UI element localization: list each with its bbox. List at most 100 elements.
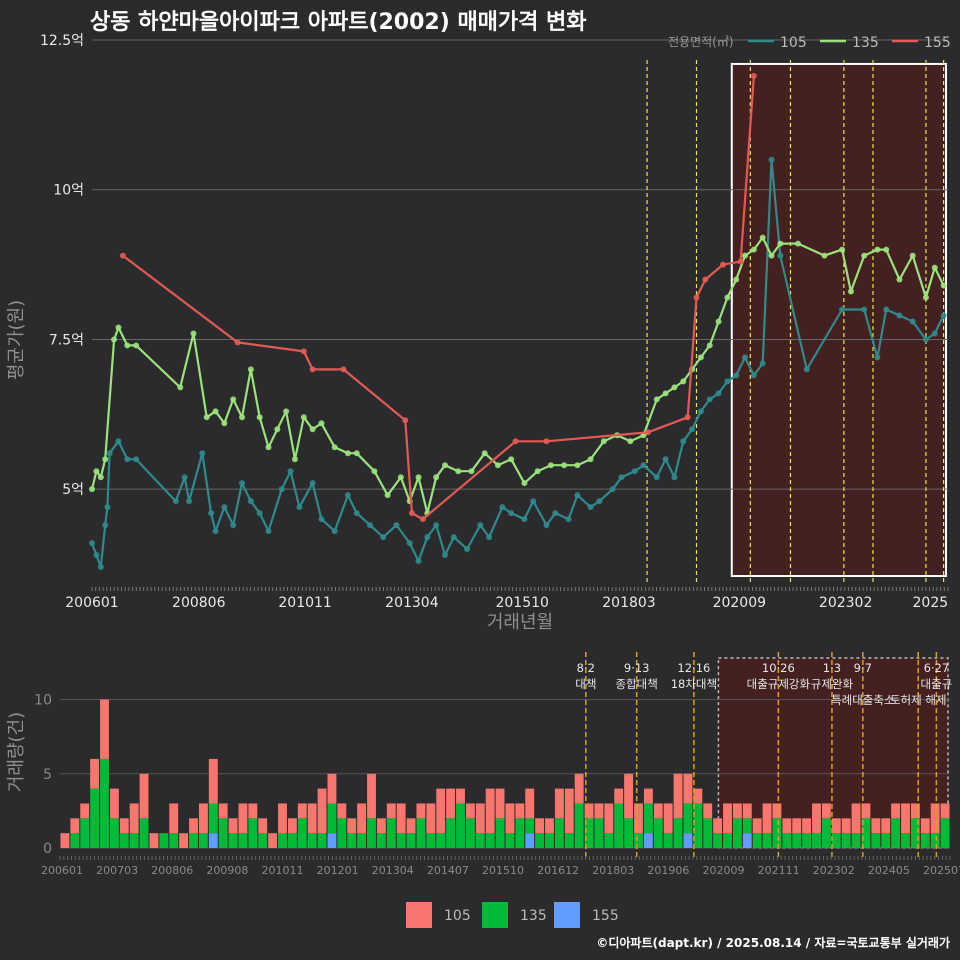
volume-bar-135 bbox=[554, 818, 564, 848]
volume-bar-135 bbox=[297, 818, 307, 848]
volume-bar-135 bbox=[841, 833, 851, 848]
data-point-135 bbox=[534, 468, 541, 475]
volume-bar-105 bbox=[910, 803, 920, 819]
volume-bar-105 bbox=[732, 803, 742, 819]
volume-bar-105 bbox=[100, 699, 109, 759]
policy-label: 18차대책 bbox=[671, 677, 717, 691]
volume-bar-105 bbox=[742, 803, 752, 819]
data-point-105 bbox=[406, 540, 413, 547]
data-point-105 bbox=[724, 378, 731, 385]
data-point-105 bbox=[671, 474, 678, 481]
data-point-135 bbox=[896, 276, 903, 283]
policy-date: 9·7 bbox=[854, 661, 872, 675]
volume-bar-135 bbox=[258, 833, 268, 848]
volume-bar-135 bbox=[169, 833, 179, 848]
policy-label: 대출규제강화 bbox=[747, 677, 811, 691]
data-point-135 bbox=[777, 240, 784, 247]
volume-bar-105 bbox=[386, 803, 396, 819]
policy-label: 대책 bbox=[575, 677, 596, 691]
volume-bar-155 bbox=[327, 833, 337, 848]
volume-bar-105 bbox=[376, 818, 386, 834]
policy-label: 규제완화 bbox=[811, 677, 854, 691]
data-point-105 bbox=[587, 504, 594, 511]
data-point-135 bbox=[561, 462, 568, 469]
data-point-105 bbox=[874, 354, 881, 361]
x-tick-label: 2025 bbox=[913, 595, 949, 611]
volume-bar-105 bbox=[426, 803, 436, 834]
volume-bar-105 bbox=[456, 788, 465, 804]
data-point-105 bbox=[265, 528, 272, 535]
data-point-135 bbox=[353, 450, 360, 457]
volume-bar-105 bbox=[139, 773, 149, 819]
data-point-105 bbox=[883, 306, 890, 313]
x-tick-label: 201304 bbox=[385, 595, 439, 611]
x-tick-label: 201510 bbox=[495, 595, 548, 611]
volume-bar-135 bbox=[396, 833, 406, 848]
data-point-135 bbox=[177, 384, 184, 391]
data-point-135 bbox=[742, 252, 749, 259]
volume-bar-105 bbox=[70, 818, 80, 834]
volume-bar-105 bbox=[891, 803, 901, 819]
volume-bar-135 bbox=[920, 833, 930, 848]
data-point-155 bbox=[543, 438, 550, 445]
data-point-135 bbox=[318, 420, 325, 427]
volume-bar-135 bbox=[732, 818, 742, 848]
volume-bar-135 bbox=[723, 833, 732, 848]
policy-label: 대출규 bbox=[921, 677, 953, 691]
policy-label: 특례대출축소 bbox=[831, 693, 894, 707]
data-point-135 bbox=[600, 438, 607, 445]
volume-x-tick-label: 202111 bbox=[758, 864, 800, 877]
data-point-155 bbox=[419, 516, 426, 523]
volume-bar-135 bbox=[436, 833, 446, 848]
volume-bar-135 bbox=[812, 833, 821, 848]
volume-bar-135 bbox=[465, 818, 475, 848]
volume-bar-135 bbox=[109, 818, 119, 848]
data-point-135 bbox=[441, 462, 448, 469]
volume-chart-panel: 0 5 10 8·2 대책 9·13 종합대책 12·16 18차대책 10·26 대출규제강화 1·… bbox=[6, 652, 960, 928]
volume-x-tick-label: 201011 bbox=[262, 864, 304, 877]
data-point-105 bbox=[115, 438, 122, 445]
x-tick-label: 200806 bbox=[172, 595, 226, 611]
volume-bar-135 bbox=[426, 833, 436, 848]
data-point-105 bbox=[543, 522, 550, 529]
data-point-105 bbox=[759, 360, 766, 367]
volume-bar-105 bbox=[337, 803, 347, 819]
data-point-105 bbox=[477, 522, 484, 529]
volume-bar-105 bbox=[821, 803, 831, 819]
volume-bar-105 bbox=[683, 773, 693, 804]
data-point-105 bbox=[742, 354, 749, 361]
policy-label: 토허제 해제 bbox=[890, 693, 947, 707]
volume-bar-105 bbox=[297, 803, 307, 819]
volume-x-tick-label: 200806 bbox=[151, 864, 193, 877]
volume-bar-105 bbox=[792, 818, 802, 834]
volume-bar-135 bbox=[851, 833, 861, 848]
data-point-105 bbox=[631, 468, 638, 475]
data-point-135 bbox=[97, 474, 104, 481]
volume-bar-135 bbox=[673, 818, 683, 848]
data-point-135 bbox=[706, 342, 713, 349]
data-point-135 bbox=[574, 462, 581, 469]
volume-bar-105 bbox=[119, 818, 129, 834]
data-point-135 bbox=[344, 450, 351, 457]
data-point-105 bbox=[256, 510, 263, 517]
volume-bar-135 bbox=[485, 833, 495, 848]
volume-bar-105 bbox=[406, 818, 416, 834]
data-point-135 bbox=[291, 456, 298, 463]
volume-bar-105 bbox=[495, 788, 505, 819]
policy-label: 종합대책 bbox=[616, 677, 658, 691]
volume-bar-135 bbox=[90, 788, 100, 848]
volume-bar-105 bbox=[574, 773, 584, 804]
data-point-105 bbox=[697, 408, 704, 415]
volume-bar-155 bbox=[643, 833, 653, 848]
legend-title: 전용면적(㎡) bbox=[668, 35, 734, 49]
data-point-135 bbox=[627, 438, 634, 445]
x-tick-label: 202302 bbox=[819, 595, 872, 611]
data-point-105 bbox=[353, 510, 360, 517]
volume-legend-label-155: 155 bbox=[592, 908, 619, 924]
volume-bar-135 bbox=[159, 833, 169, 848]
volume-bar-105 bbox=[149, 833, 159, 848]
volume-bar-105 bbox=[782, 818, 792, 834]
volume-bar-105 bbox=[278, 803, 287, 834]
volume-bar-105 bbox=[841, 818, 851, 834]
volume-bar-135 bbox=[456, 803, 465, 848]
